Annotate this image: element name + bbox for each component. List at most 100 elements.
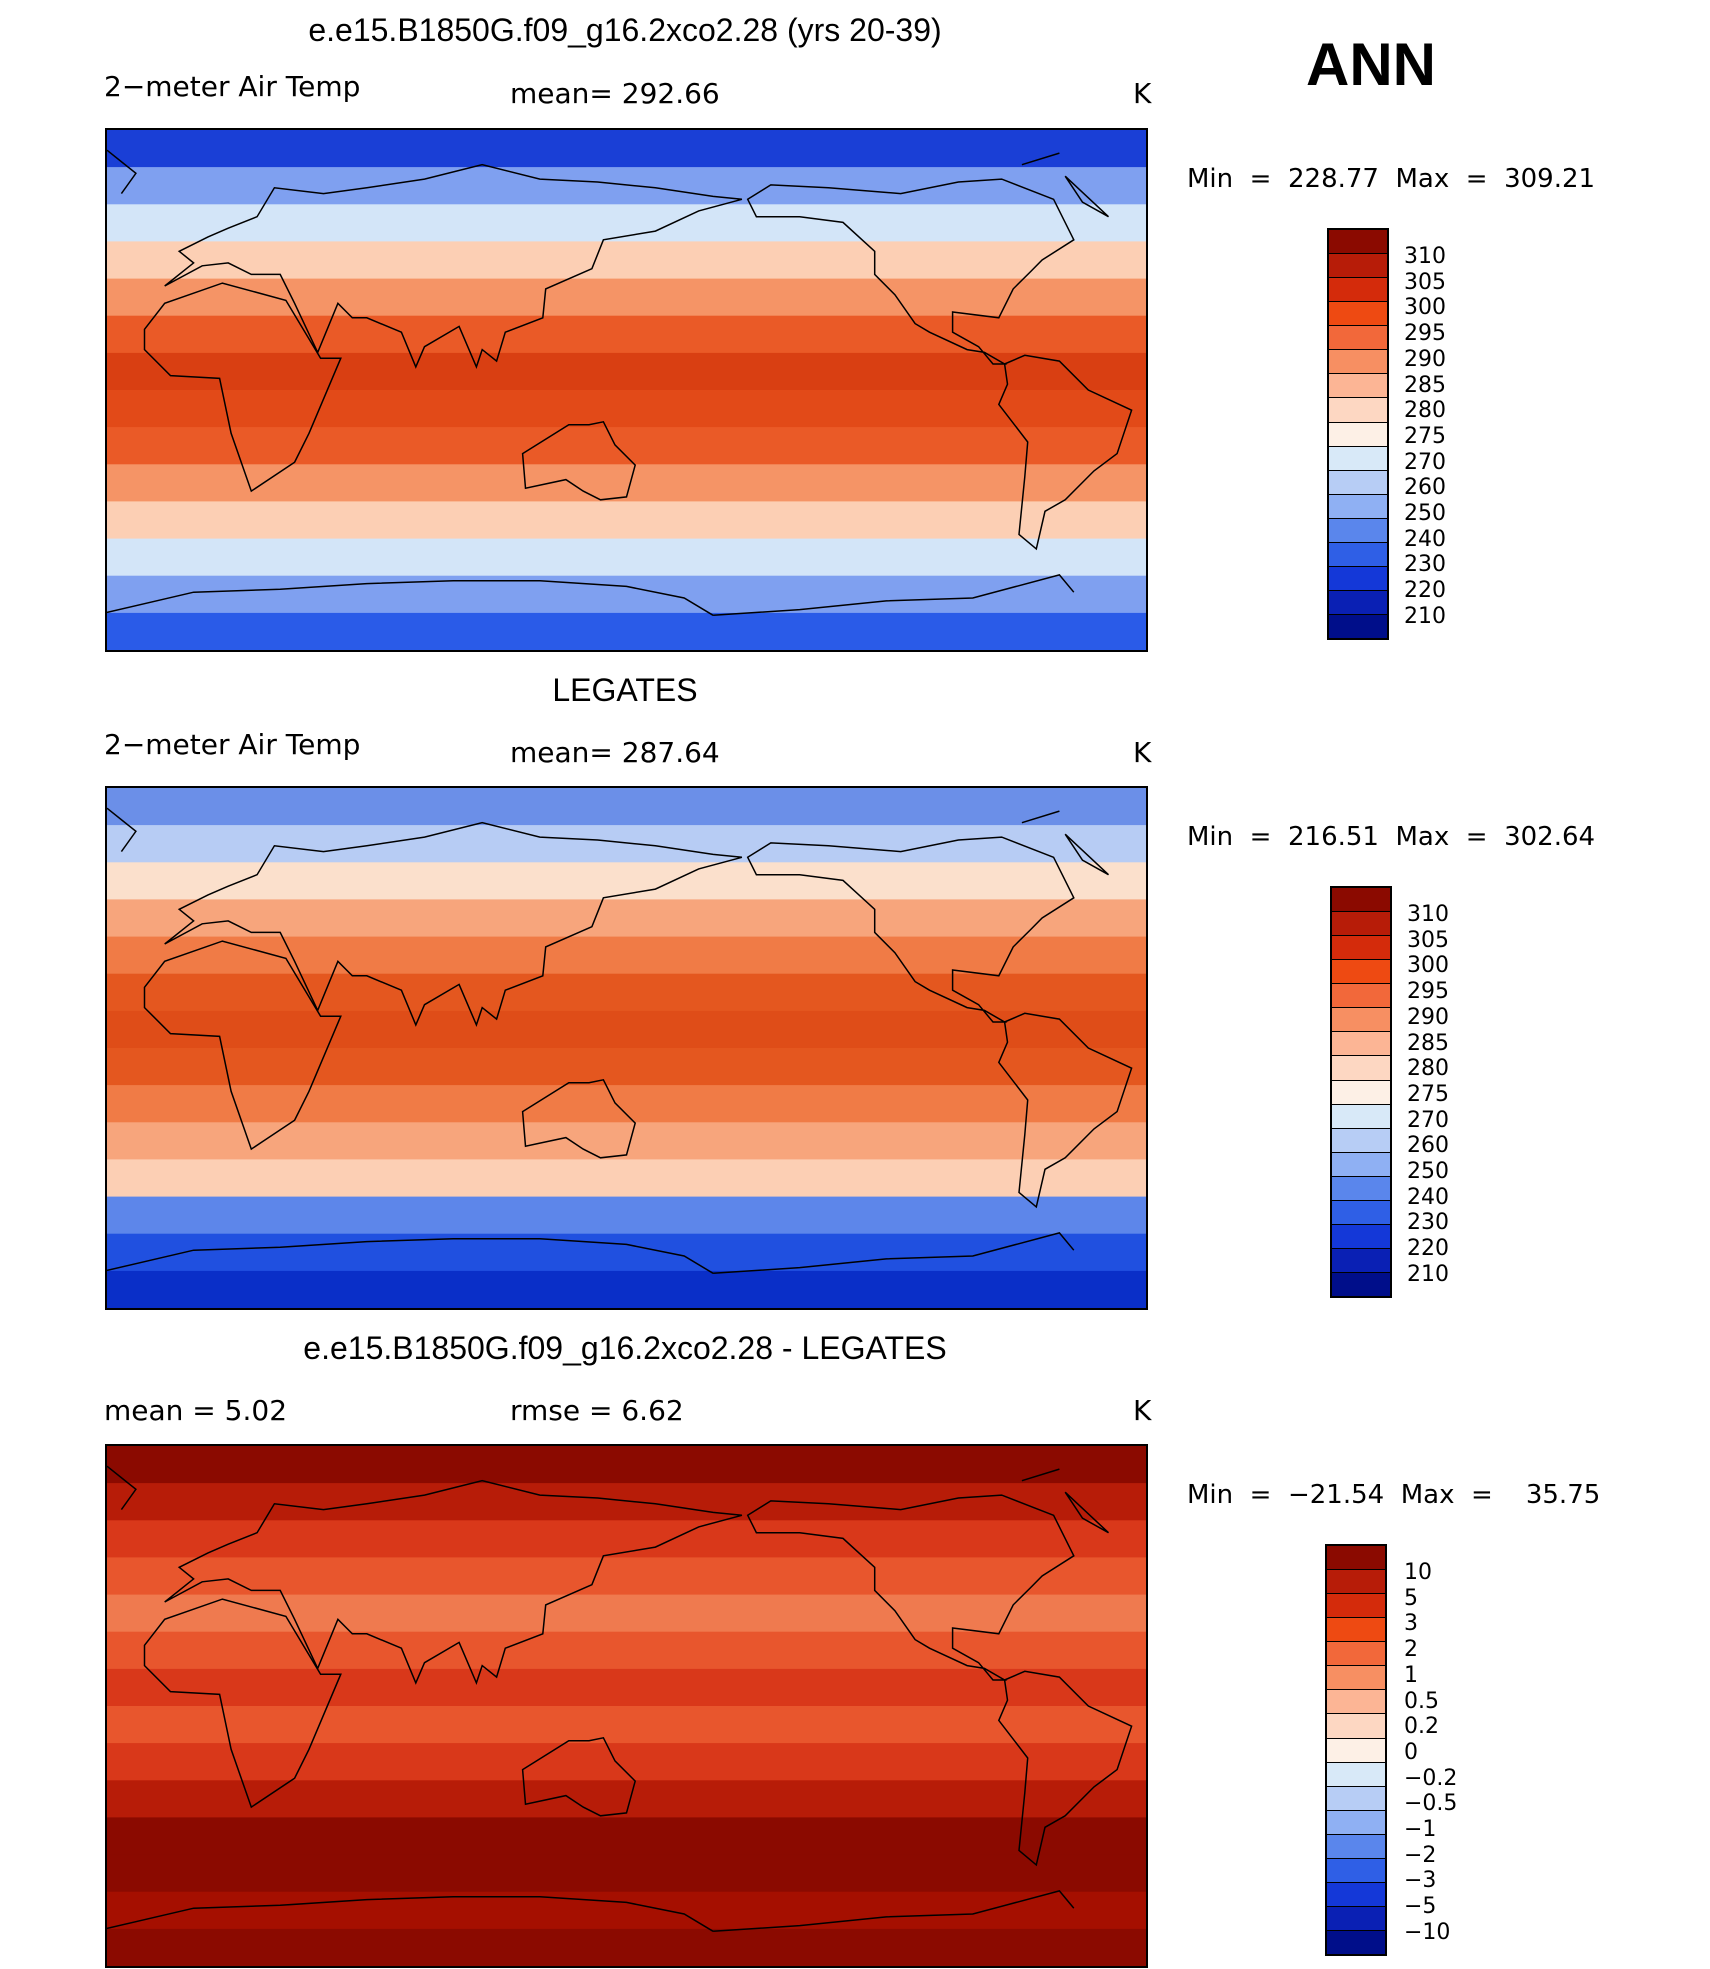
colorbar-swatch <box>1329 350 1387 375</box>
colorbar-swatch <box>1327 1858 1385 1883</box>
colorbar-swatch <box>1329 494 1387 519</box>
colorbar-tick-label: 310 <box>1407 902 1449 927</box>
coastline-samerica <box>997 1012 1133 1209</box>
temperature-band <box>107 278 1146 317</box>
colorbar-tick-label: 250 <box>1407 1159 1449 1184</box>
colorbar-tick-label: 220 <box>1407 1236 1449 1262</box>
temperature-band <box>107 1631 1146 1670</box>
season-label: ANN <box>1306 31 1436 98</box>
temperature-band <box>107 1891 1146 1930</box>
colorbar-swatch <box>1332 1104 1390 1129</box>
coastline-australia <box>521 420 637 501</box>
colorbar-swatch <box>1332 1176 1390 1201</box>
colorbar-swatch <box>1327 1834 1385 1859</box>
temperature-band <box>107 1010 1146 1049</box>
colorbar-swatch <box>1332 1032 1390 1057</box>
colorbar-swatch <box>1327 1594 1385 1619</box>
panel-2-minmax: Min = 216.51 Max = 302.64 <box>1187 822 1596 852</box>
colorbar-tick-label: 285 <box>1404 372 1446 398</box>
colorbar-tick-label: 230 <box>1404 552 1446 578</box>
colorbar-swatch <box>1332 1200 1390 1225</box>
temperature-band <box>107 1159 1146 1198</box>
colorbar-tick-label: 240 <box>1407 1184 1449 1210</box>
coastline-antarctica <box>107 1890 1075 1933</box>
colorbar-swatch <box>1327 1810 1385 1835</box>
panel-1-coastlines <box>107 149 1133 617</box>
colorbar-tick-label: 230 <box>1407 1210 1449 1236</box>
temperature-band <box>107 1928 1146 1966</box>
colorbar-tick-label: 310 <box>1404 244 1446 269</box>
colorbar-tick-label: 3 <box>1404 1611 1418 1637</box>
colorbar-swatch <box>1332 1152 1390 1177</box>
colorbar-swatch <box>1329 422 1387 447</box>
colorbar-tick-label: −10 <box>1404 1919 1451 1945</box>
colorbar-swatch <box>1332 1056 1390 1081</box>
coastline-antarctica <box>107 574 1075 617</box>
colorbar-swatch <box>1327 1738 1385 1763</box>
panel-2-units-label: K <box>1133 736 1152 769</box>
colorbar-tick-label: 285 <box>1407 1030 1449 1056</box>
panel-3-map <box>105 1444 1148 1968</box>
panel-2-coastlines <box>107 807 1133 1275</box>
temperature-band <box>107 936 1146 975</box>
colorbar-swatch <box>1332 984 1390 1009</box>
panel-2-temperature-field <box>107 788 1146 1308</box>
colorbar-tick-label: 305 <box>1404 269 1446 295</box>
temperature-band <box>107 1196 1146 1235</box>
colorbar-tick-label: 290 <box>1404 346 1446 372</box>
panel-1-minmax: Min = 228.77 Max = 309.21 <box>1187 164 1596 194</box>
colorbar-swatch <box>1329 254 1387 279</box>
colorbar-swatch <box>1332 1008 1390 1033</box>
colorbar-swatch <box>1327 1882 1385 1907</box>
temperature-band <box>107 1446 1146 1485</box>
colorbar-tick-label: 0.5 <box>1404 1688 1439 1714</box>
colorbar-tick-label: 270 <box>1407 1107 1449 1133</box>
colorbar-tick-label: 260 <box>1407 1133 1449 1159</box>
colorbar-swatch <box>1329 542 1387 567</box>
colorbar-tick-label: 220 <box>1404 578 1446 604</box>
temperature-band <box>107 167 1146 206</box>
temperature-band <box>107 1483 1146 1522</box>
colorbar-tick-label: 280 <box>1407 1056 1449 1082</box>
temperature-band <box>107 501 1146 540</box>
colorbar-tick-label: −0.5 <box>1404 1791 1458 1817</box>
colorbar-tick-label: 270 <box>1404 449 1446 475</box>
colorbar-swatch <box>1332 1128 1390 1153</box>
colorbar-swatch <box>1329 470 1387 495</box>
colorbar-swatch <box>1332 912 1390 937</box>
panel-3-map-svg <box>107 1446 1146 1966</box>
colorbar-swatch <box>1329 302 1387 327</box>
colorbar-swatch <box>1329 446 1387 471</box>
colorbar-tick-label: 275 <box>1407 1081 1449 1107</box>
coastline-eurasia <box>164 821 743 1028</box>
colorbar-tick-label: 290 <box>1407 1004 1449 1030</box>
temperature-band <box>107 1048 1146 1087</box>
colorbar-swatch <box>1329 230 1387 255</box>
panel-2-mean-label: mean= 287.64 <box>510 736 720 769</box>
colorbar-swatch <box>1329 590 1387 615</box>
colorbar-swatch <box>1327 1786 1385 1811</box>
colorbar-swatch <box>1327 1762 1385 1787</box>
temperature-band <box>107 315 1146 354</box>
coastline-australia <box>521 1078 637 1159</box>
temperature-band <box>107 390 1146 429</box>
panel-1-units-label: K <box>1133 77 1152 110</box>
colorbar-2 <box>1330 886 1392 1298</box>
temperature-band <box>107 1270 1146 1308</box>
colorbar-swatch <box>1327 1642 1385 1667</box>
colorbar-tick-label: −0.2 <box>1404 1765 1458 1791</box>
temperature-band <box>107 899 1146 938</box>
coastline-greenland <box>107 807 1110 876</box>
colorbar-swatch <box>1329 374 1387 399</box>
colorbar-swatch <box>1329 326 1387 351</box>
colorbar-tick-label: −5 <box>1404 1894 1437 1920</box>
colorbar-tick-label: 300 <box>1407 953 1449 979</box>
colorbar-tick-label: 1 <box>1404 1662 1418 1688</box>
colorbar-1 <box>1327 228 1389 640</box>
panel-2-map-svg <box>107 788 1146 1308</box>
colorbar-tick-label: 0 <box>1404 1739 1418 1765</box>
panel-3-coastlines <box>107 1465 1133 1933</box>
colorbar-tick-label: 280 <box>1404 398 1446 424</box>
temperature-band <box>107 1668 1146 1707</box>
colorbar-tick-label: 295 <box>1404 321 1446 347</box>
